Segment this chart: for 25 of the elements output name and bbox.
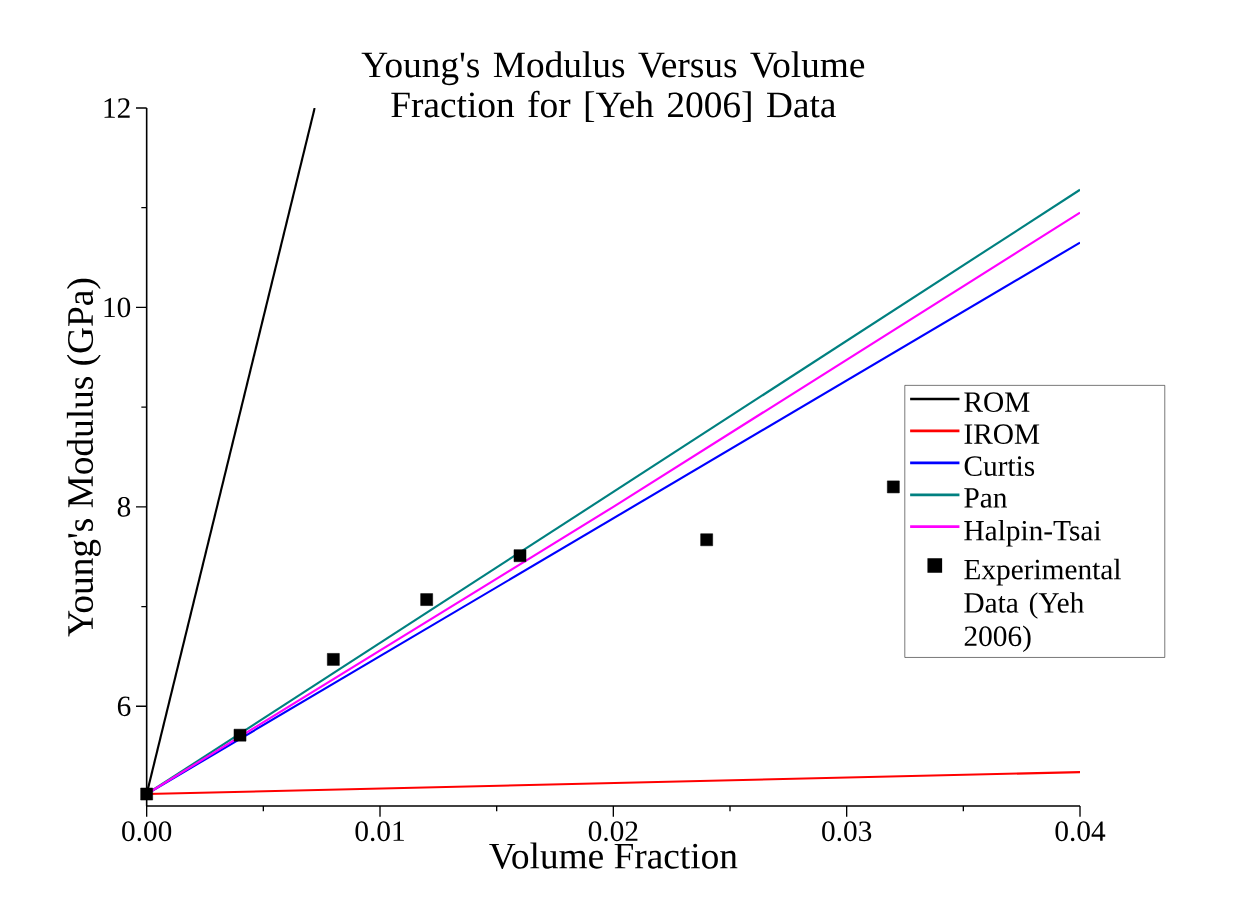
point xyxy=(513,549,527,562)
legend-label: IROM xyxy=(964,424,1040,444)
point xyxy=(327,653,340,666)
point xyxy=(140,787,153,801)
y-tick-label: 10 xyxy=(104,297,131,318)
point xyxy=(887,480,900,494)
legend-label: Curtis xyxy=(964,456,1035,476)
y-tick-label: 8 xyxy=(117,496,131,517)
x-tick-label: 0.02 xyxy=(588,821,638,842)
y-tick-label: 6 xyxy=(117,696,131,717)
legend-label: Pan xyxy=(964,488,1007,508)
point xyxy=(233,728,247,742)
y-axis-title: Young's Modulus (GPa) xyxy=(66,278,101,637)
x-tick-label: 0.00 xyxy=(122,821,172,842)
legend-label: ROM xyxy=(964,392,1030,413)
x-tick-label: 0.01 xyxy=(355,821,404,842)
x-tick-label: 0.04 xyxy=(1055,821,1106,842)
x-tick-label: 0.03 xyxy=(822,821,872,842)
legend-label: Experimental Data (Yeh 2006) xyxy=(964,558,1121,653)
point xyxy=(700,533,713,547)
y-tick-label: 12 xyxy=(104,98,130,118)
legend-label: Halpin-Tsai xyxy=(964,519,1101,547)
point xyxy=(420,593,433,606)
chart-title: Young's Modulus Versus Volume Fraction for [Yeh 2006] Data xyxy=(361,51,865,123)
x-axis-title: Volume Fraction xyxy=(489,842,738,869)
